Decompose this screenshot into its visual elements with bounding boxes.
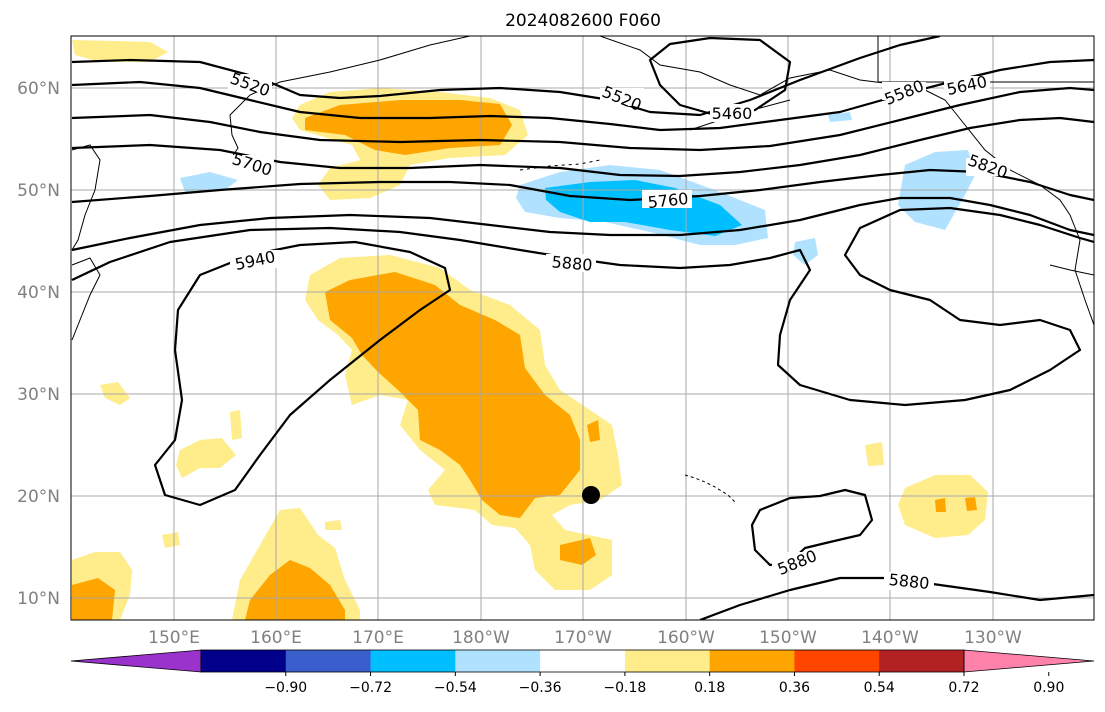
shade-yellow-nw	[72, 40, 168, 62]
colorbar-segment	[285, 650, 372, 672]
colorbar-segment	[370, 650, 456, 672]
lon-label-170w: 170°W	[554, 628, 612, 648]
contour-5460	[648, 36, 792, 117]
shade-orange-spot	[587, 420, 600, 442]
colorbar-segments	[70, 649, 1095, 673]
shade-orange-south	[560, 538, 596, 565]
coast-chukotka	[229, 114, 239, 161]
lon-label-180w: 180°W	[452, 628, 510, 648]
colorbar-segment	[709, 650, 795, 672]
contour-5640	[71, 86, 1094, 152]
colorbar-segment	[201, 650, 287, 672]
colorbar-tick-label: −0.72	[349, 680, 392, 696]
colorbar-tick-label: −0.90	[264, 680, 307, 696]
lat-label-50n: 50°N	[17, 181, 60, 201]
lat-label-30n: 30°N	[17, 385, 60, 405]
map-frame	[70, 35, 1095, 621]
lat-label-10n: 10°N	[17, 589, 60, 609]
lon-label-160w: 160°W	[657, 628, 715, 648]
colorbar-segment	[455, 650, 541, 672]
shade-lightblue-west	[180, 172, 238, 192]
colorbar-segment	[794, 650, 880, 672]
lon-label-170e: 170°E	[352, 628, 404, 648]
coast-siberia	[229, 36, 471, 116]
lon-label-150w: 150°W	[759, 628, 817, 648]
lat-label-20n: 20°N	[17, 487, 60, 507]
shade-yellow-spot-2	[230, 410, 242, 440]
coast-oregon	[1049, 264, 1094, 276]
contour-labels: 5520 5520 5460 5580 5640 5700 5760 5820 …	[228, 69, 1010, 593]
latitude-labels: 60°N 50°N 40°N 30°N 20°N 10°N	[17, 79, 60, 609]
coast-alaska-north	[599, 36, 901, 96]
contour-5820	[71, 196, 1094, 252]
contour-5940	[153, 240, 452, 507]
contour-label-5880-south: 5880	[888, 570, 930, 593]
coast-canada	[924, 89, 1094, 326]
colorbar-tick-label: 0.18	[694, 680, 725, 696]
shade-yellow-spot-5	[325, 520, 342, 530]
coastlines	[71, 36, 1094, 503]
colorbar-segment	[624, 650, 711, 672]
longitude-labels: 150°E 160°E 170°E 180°W 170°W 160°W 150°…	[148, 628, 1022, 648]
gridlines	[71, 36, 1094, 620]
contour-5880-north	[71, 206, 1094, 407]
storm-center-dot	[582, 486, 600, 504]
contour-label-5760: 5760	[647, 189, 689, 212]
colorbar-tick-label: −0.54	[434, 680, 477, 696]
map-panel: 5520 5520 5460 5580 5640 5700 5760 5820 …	[70, 35, 1095, 621]
shade-orange-east-2	[965, 497, 977, 511]
shade-yellow-spot-4	[162, 532, 180, 548]
shade-orange-sw	[72, 578, 115, 620]
coast-aleutians	[519, 159, 601, 171]
coast-kamchatka	[71, 144, 101, 251]
shade-orange-south-west	[245, 560, 345, 620]
colorbar-tick-label: 0.36	[779, 680, 810, 696]
colorbar-tick-label: 0.72	[948, 680, 979, 696]
shade-lightblue-small	[793, 238, 818, 265]
colorbar-tick-label: −0.18	[603, 680, 646, 696]
colorbar-tick-label: 0.54	[864, 680, 895, 696]
colorbar-ticks: −0.90 −0.72 −0.54 −0.36 −0.18 0.18 0.36 0.54 0.7…	[264, 672, 1064, 696]
shade-yellow-east-1	[865, 442, 884, 466]
contour-label-5880-north: 5880	[551, 252, 593, 274]
lon-label-140w: 140°W	[861, 628, 919, 648]
colorbar-segment	[879, 650, 965, 672]
lon-label-160e: 160°E	[250, 628, 302, 648]
contour-5880-hawaii	[750, 488, 874, 567]
shade-orange-east	[935, 498, 946, 512]
lon-label-130w: 130°W	[964, 628, 1022, 648]
shade-lightblue-gulf	[828, 112, 852, 122]
colorbar-extend-high	[963, 649, 1095, 673]
lat-label-60n: 60°N	[17, 79, 60, 99]
colorbar-tick-label: 0.90	[1033, 680, 1064, 696]
coast-hawaii	[684, 474, 736, 503]
colorbar-frame	[200, 649, 965, 673]
shade-yellow-spot-3	[176, 438, 236, 478]
contour-label-5460: 5460	[712, 104, 753, 123]
colorbar-tick-label: −0.36	[519, 680, 562, 696]
coast-japan	[71, 257, 101, 341]
chart-title: 2024082600 F060	[505, 11, 661, 31]
colorbar-segment	[540, 650, 626, 672]
lat-label-40n: 40°N	[17, 283, 60, 303]
colorbar-extend-low	[70, 649, 202, 673]
colorbar: −0.90 −0.72 −0.54 −0.36 −0.18 0.18 0.36 0.54 0.7…	[70, 649, 1095, 696]
lon-label-150e: 150°E	[148, 628, 200, 648]
